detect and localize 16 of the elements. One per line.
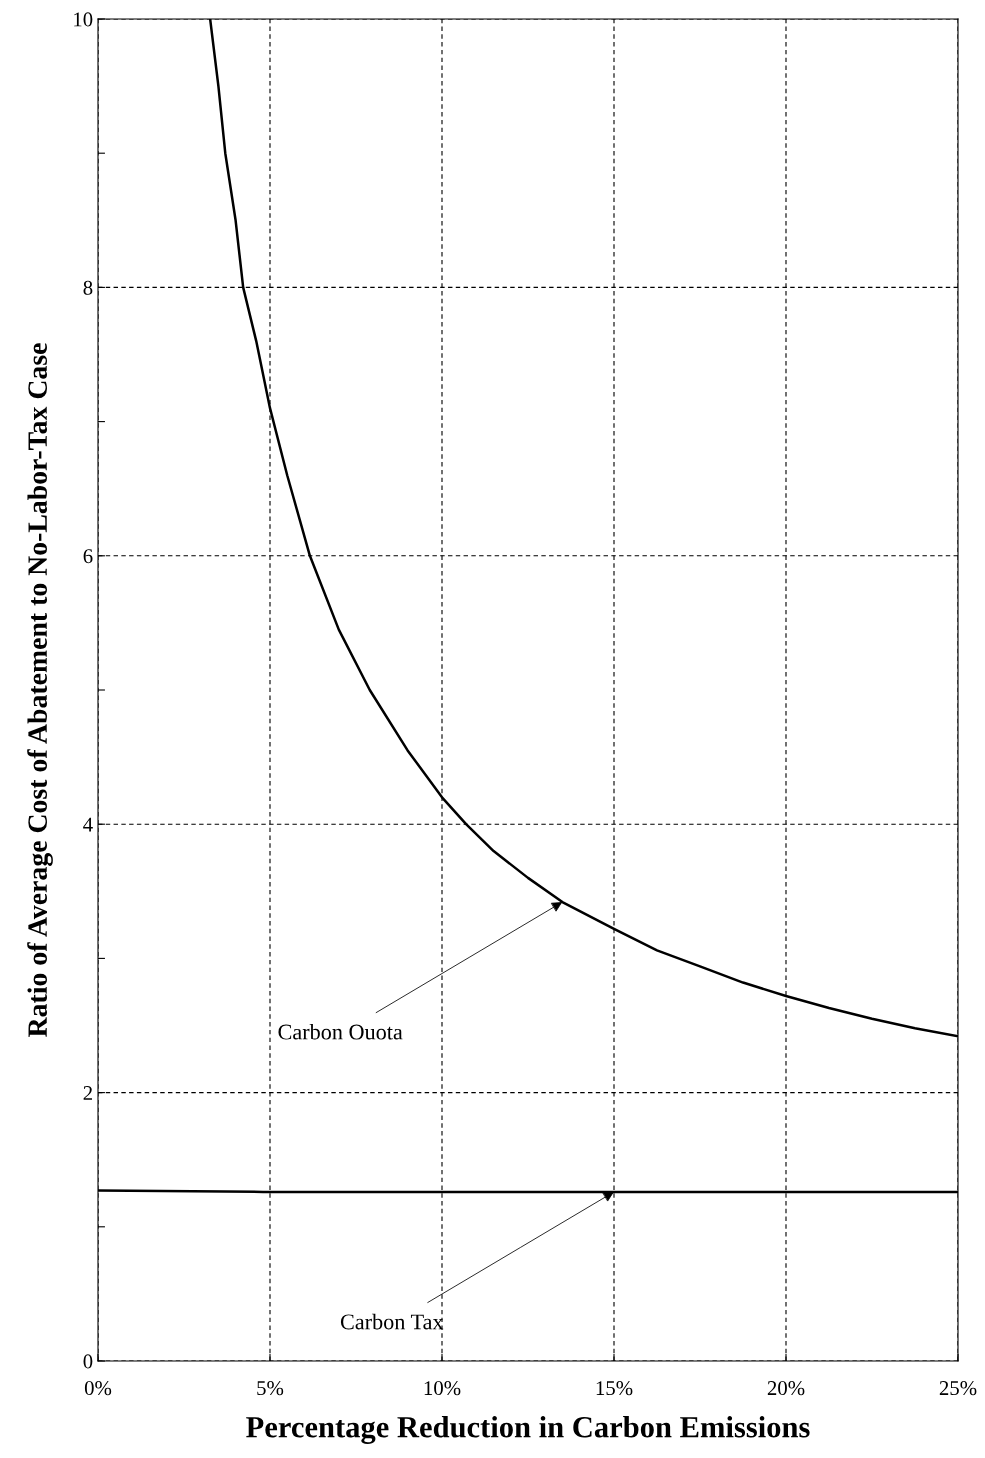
x-tick-label: 15%	[596, 1381, 633, 1396]
x-tick-label: 0%	[84, 1381, 112, 1396]
y-tick-label: 2	[83, 1086, 92, 1100]
x-tick-label: 20%	[767, 1381, 805, 1396]
y-tick-label: 6	[83, 549, 93, 564]
x-tick-label: 5%	[257, 1381, 284, 1396]
y-axis-title: Ratio of Average Cost of Abatement to No-Labor-Tax Case	[27, 343, 53, 1037]
annotation: Carbon Tax	[340, 1313, 444, 1330]
y-tick-label: 4	[83, 817, 93, 832]
y-tick-label: 8	[83, 280, 93, 295]
y-tick-label: 10	[74, 12, 93, 27]
x-tick-label: 10%	[424, 1381, 461, 1396]
annotation: Carbon Ouota	[278, 1023, 403, 1040]
x-tick-label: 25%	[939, 1381, 977, 1396]
y-tick-label: 0	[83, 1354, 93, 1369]
x-axis-title: Percentage Reduction in Carbon Emissions	[246, 1416, 810, 1444]
